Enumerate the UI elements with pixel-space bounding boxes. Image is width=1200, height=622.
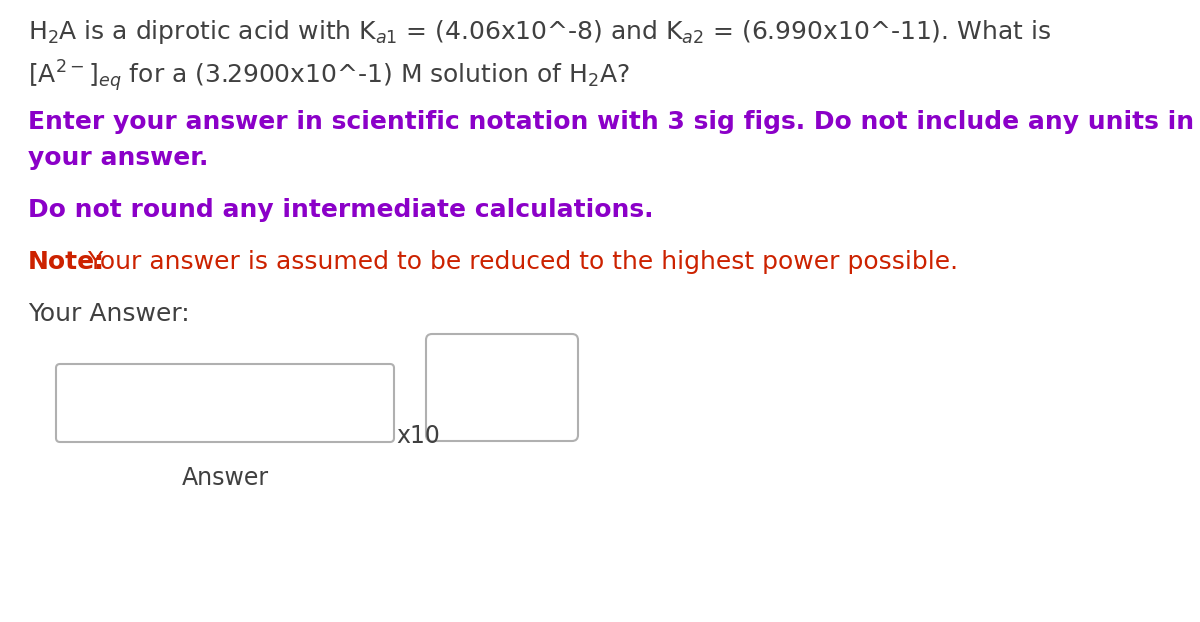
Text: Your Answer:: Your Answer:: [28, 302, 190, 326]
FancyBboxPatch shape: [426, 334, 578, 441]
FancyBboxPatch shape: [56, 364, 394, 442]
Text: your answer.: your answer.: [28, 146, 209, 170]
Text: Your answer is assumed to be reduced to the highest power possible.: Your answer is assumed to be reduced to …: [80, 250, 958, 274]
Text: Answer: Answer: [181, 466, 269, 490]
Text: x10: x10: [396, 424, 440, 448]
Text: Note:: Note:: [28, 250, 106, 274]
Text: Do not round any intermediate calculations.: Do not round any intermediate calculatio…: [28, 198, 654, 222]
Text: [A$^{2-}$]$_{eq}$ for a (3.2900x10^-1) M solution of H$_2$A?: [A$^{2-}$]$_{eq}$ for a (3.2900x10^-1) M…: [28, 58, 630, 94]
Text: H$_2$A is a diprotic acid with K$_{a1}$ = (4.06x10^-8) and K$_{a2}$ = (6.990x10^: H$_2$A is a diprotic acid with K$_{a1}$ …: [28, 18, 1051, 46]
Text: Enter your answer in scientific notation with 3 sig figs. Do not include any uni: Enter your answer in scientific notation…: [28, 110, 1194, 134]
